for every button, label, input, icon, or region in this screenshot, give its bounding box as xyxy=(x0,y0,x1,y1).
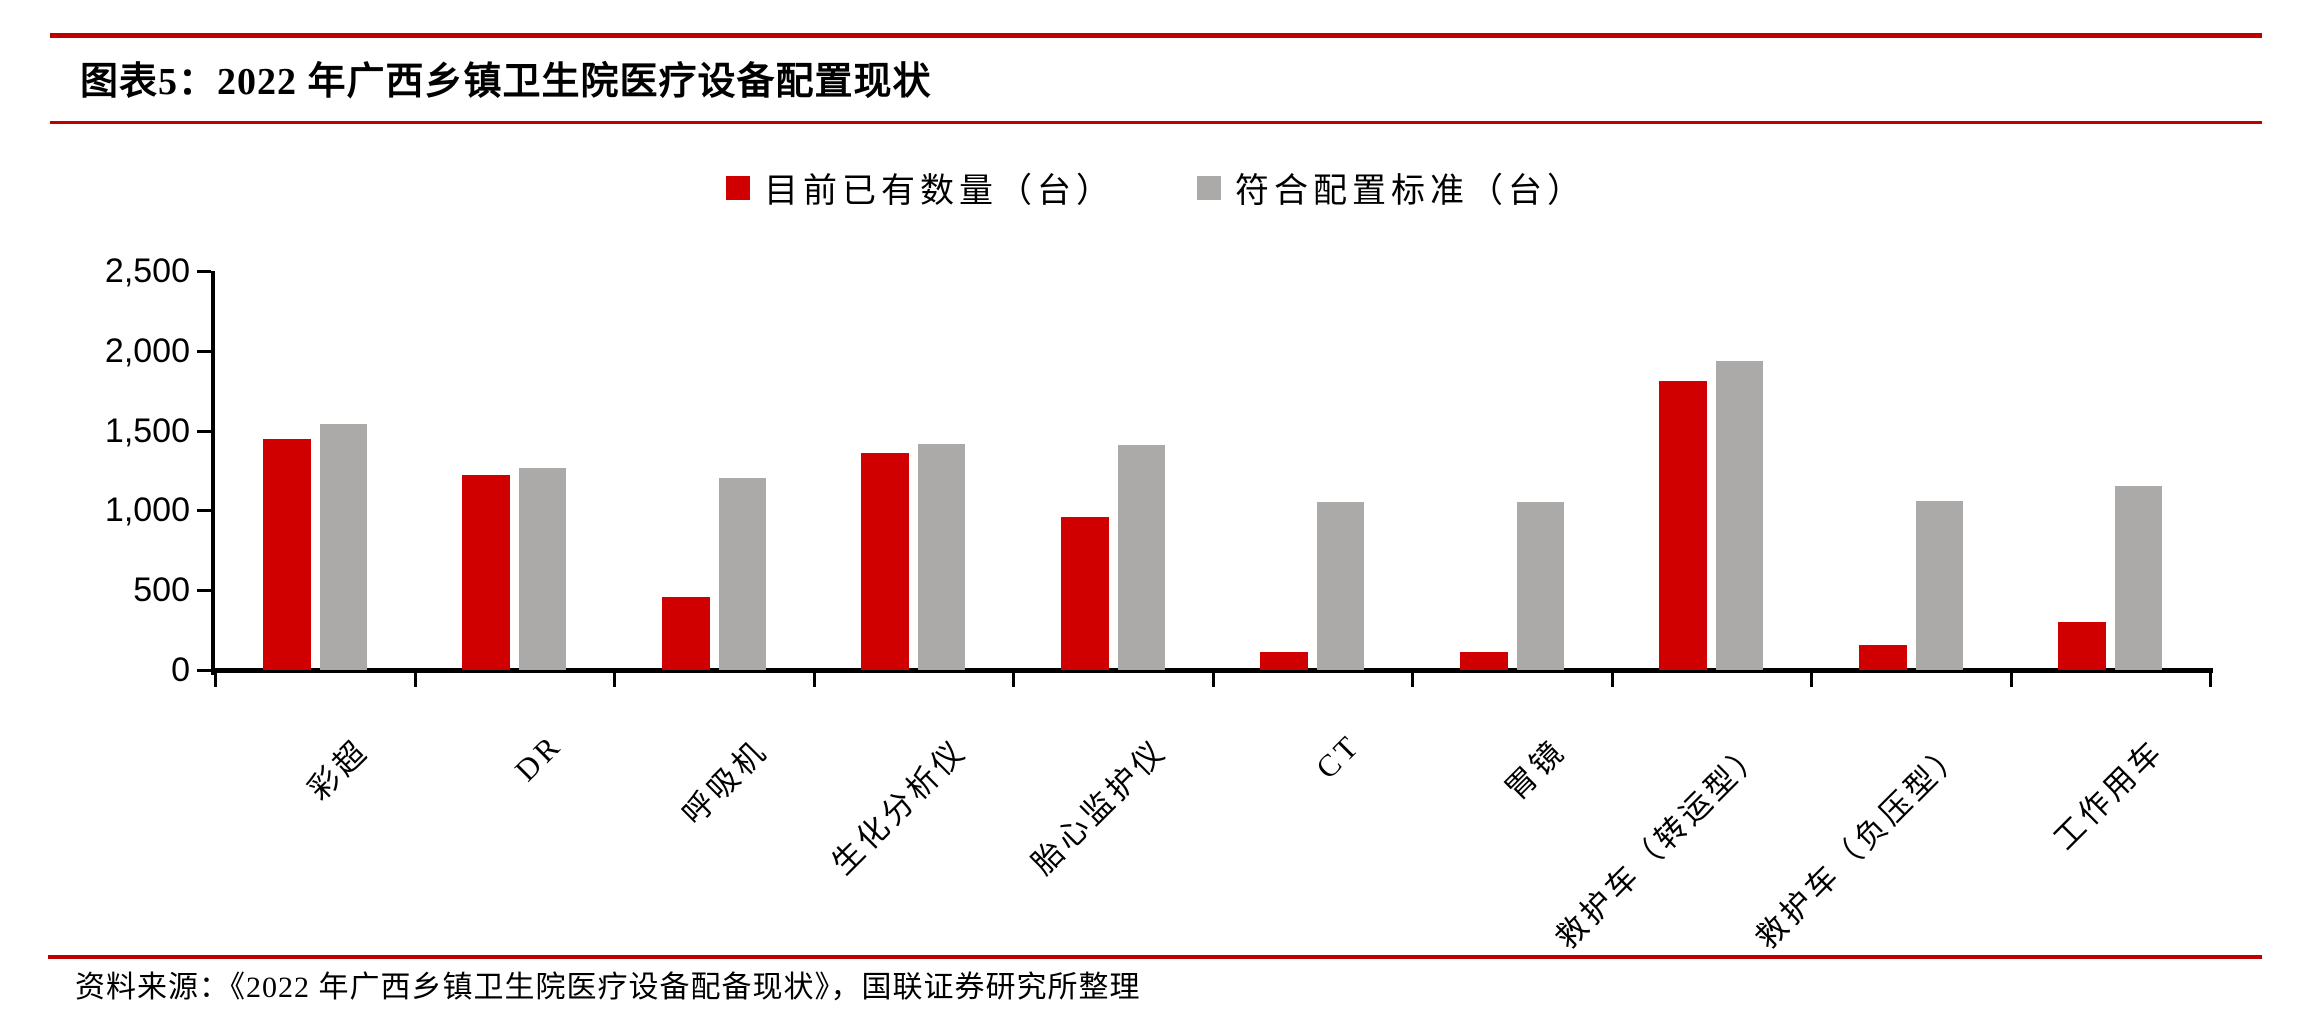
x-axis-category-label: 生化分析仪 xyxy=(825,732,974,882)
y-axis-tick xyxy=(197,270,211,273)
y-axis-tick xyxy=(197,429,211,433)
bar-current-救护车（转运型） xyxy=(1659,381,1707,670)
x-axis-tick xyxy=(1610,673,1614,687)
figure-title: 图表5：2022 年广西乡镇卫生院医疗设备配置现状 xyxy=(80,61,932,103)
x-axis-category-label: 救护车（负压型） xyxy=(1748,732,1972,956)
bar-standard-胃镜 xyxy=(1517,502,1564,670)
x-axis-tick xyxy=(2009,673,2013,687)
x-axis-tick xyxy=(214,673,217,687)
bar-standard-救护车（转运型） xyxy=(1716,361,1763,670)
x-axis-tick xyxy=(413,673,417,687)
y-axis-tick-label: 2,000 xyxy=(104,331,190,370)
bar-standard-救护车（负压型） xyxy=(1916,501,1963,670)
x-axis-tick xyxy=(1810,673,1813,687)
x-axis-tick xyxy=(1211,673,1215,687)
legend-label-standard-count: 符合配置标准（台） xyxy=(1235,173,1586,210)
bar-standard-工作用车 xyxy=(2115,486,2162,670)
bar-current-胎心监护仪 xyxy=(1061,517,1109,670)
legend-swatch-red xyxy=(726,175,750,200)
x-axis-tick xyxy=(2209,673,2212,687)
x-axis-tick xyxy=(812,673,816,687)
x-axis-line xyxy=(211,668,2213,673)
source-note: 资料来源：《2022 年广西乡镇卫生院医疗设备配备现状》，国联证券研究所整理 xyxy=(75,971,1141,1004)
bar-current-工作用车 xyxy=(2058,622,2106,670)
chart-legend: 目前已有数量（台） 符合配置标准（台） xyxy=(0,163,2312,212)
bar-current-呼吸机 xyxy=(662,597,710,670)
bar-current-彩超 xyxy=(263,439,311,670)
y-axis-tick-label: 2,500 xyxy=(104,252,190,290)
bar-current-CT xyxy=(1260,652,1308,670)
legend-item-current-count: 目前已有数量（台） xyxy=(726,163,1115,212)
y-axis-tick-label: 0 xyxy=(171,651,190,689)
y-axis-line xyxy=(211,271,215,675)
y-axis-tick xyxy=(197,349,211,353)
bar-current-救护车（负压型） xyxy=(1859,645,1907,670)
x-axis-category-label: 救护车（转运型） xyxy=(1548,732,1772,956)
bar-current-生化分析仪 xyxy=(861,453,909,670)
x-axis-category-label: 彩超 xyxy=(300,732,376,807)
x-axis-category-label: 胃镜 xyxy=(1497,732,1573,807)
bar-current-DR xyxy=(462,475,510,670)
y-axis-tick-label: 500 xyxy=(133,571,190,610)
x-axis-category-label: DR xyxy=(508,727,569,788)
title-underline-rule xyxy=(50,121,2262,124)
legend-swatch-gray xyxy=(1197,175,1221,200)
x-axis-category-label: 工作用车 xyxy=(2046,732,2171,857)
bar-standard-CT xyxy=(1317,502,1364,670)
y-axis-tick-label: 1,500 xyxy=(104,411,190,450)
bar-standard-呼吸机 xyxy=(719,478,766,670)
y-axis-tick xyxy=(197,589,211,593)
top-rule xyxy=(50,33,2262,38)
y-axis-tick xyxy=(197,509,211,513)
x-axis-tick xyxy=(613,673,616,687)
x-axis-tick xyxy=(1411,673,1414,687)
bar-standard-彩超 xyxy=(320,424,367,670)
y-axis-tick-label: 1,000 xyxy=(104,491,190,530)
footer-rule xyxy=(48,955,2262,959)
bar-standard-胎心监护仪 xyxy=(1118,445,1165,670)
x-axis-category-label: 胎心监护仪 xyxy=(1024,732,1174,882)
x-axis-tick xyxy=(1012,673,1015,687)
y-axis-tick xyxy=(197,669,211,672)
bar-standard-DR xyxy=(519,468,566,670)
x-axis-category-label: CT xyxy=(1308,727,1367,786)
legend-label-current-count: 目前已有数量（台） xyxy=(764,173,1115,210)
legend-item-standard-count: 符合配置标准（台） xyxy=(1197,163,1586,212)
bar-current-胃镜 xyxy=(1460,652,1508,670)
bar-standard-生化分析仪 xyxy=(918,444,965,670)
x-axis-category-label: 呼吸机 xyxy=(675,732,775,832)
